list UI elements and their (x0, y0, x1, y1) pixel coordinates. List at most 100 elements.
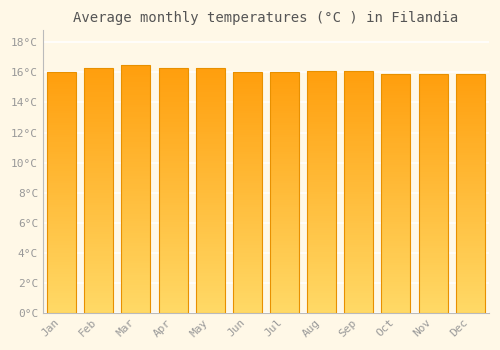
Bar (456, 198, 485, 201)
Bar (196, 127, 224, 129)
Bar (84, 129, 113, 132)
Bar (233, 159, 262, 161)
Bar (307, 146, 336, 148)
Bar (47, 291, 76, 293)
Bar (344, 214, 374, 216)
Bar (456, 172, 485, 174)
Bar (456, 112, 485, 114)
Bar (233, 161, 262, 164)
Bar (382, 191, 410, 193)
Bar (270, 133, 299, 135)
Bar (84, 68, 113, 313)
Bar (233, 130, 262, 133)
Bar (196, 293, 224, 295)
Bar (47, 267, 76, 270)
Bar (344, 255, 374, 257)
Bar (233, 186, 262, 188)
Bar (158, 310, 188, 313)
Bar (456, 96, 485, 98)
Bar (270, 253, 299, 255)
Bar (382, 134, 410, 136)
Bar (418, 146, 448, 148)
Bar (84, 203, 113, 205)
Bar (307, 180, 336, 182)
Bar (382, 291, 410, 294)
Bar (307, 76, 336, 78)
Bar (382, 155, 410, 158)
Bar (233, 217, 262, 219)
Bar (418, 298, 448, 301)
Bar (47, 159, 76, 161)
Bar (270, 207, 299, 209)
Bar (456, 210, 485, 212)
Bar (456, 153, 485, 155)
Bar (158, 129, 188, 132)
Bar (382, 258, 410, 260)
Bar (270, 236, 299, 238)
Bar (122, 102, 150, 105)
Bar (158, 75, 188, 78)
Bar (344, 204, 374, 206)
Bar (122, 298, 150, 300)
Bar (270, 260, 299, 262)
Bar (122, 199, 150, 201)
Bar (418, 105, 448, 107)
Bar (196, 268, 224, 271)
Bar (122, 130, 150, 132)
Bar (84, 198, 113, 200)
Bar (344, 124, 374, 127)
Bar (196, 190, 224, 193)
Bar (158, 230, 188, 232)
Bar (418, 256, 448, 258)
Bar (122, 305, 150, 308)
Bar (122, 156, 150, 159)
Bar (84, 176, 113, 178)
Bar (196, 139, 224, 141)
Bar (270, 204, 299, 207)
Bar (84, 144, 113, 146)
Bar (47, 87, 76, 89)
Bar (344, 103, 374, 105)
Bar (196, 225, 224, 227)
Bar (122, 122, 150, 124)
Bar (196, 212, 224, 215)
Bar (456, 201, 485, 203)
Bar (418, 277, 448, 279)
Bar (196, 230, 224, 232)
Bar (307, 301, 336, 303)
Bar (344, 272, 374, 274)
Bar (382, 112, 410, 114)
Bar (233, 265, 262, 267)
Bar (233, 301, 262, 303)
Bar (47, 113, 76, 116)
Bar (270, 87, 299, 89)
Bar (344, 281, 374, 284)
Bar (344, 303, 374, 306)
Bar (344, 85, 374, 88)
Bar (122, 243, 150, 246)
Bar (344, 291, 374, 293)
Title: Average monthly temperatures (°C ) in Filandia: Average monthly temperatures (°C ) in Fi… (74, 11, 458, 25)
Bar (233, 238, 262, 240)
Bar (382, 131, 410, 134)
Bar (196, 251, 224, 254)
Bar (382, 196, 410, 198)
Bar (418, 164, 448, 167)
Bar (47, 214, 76, 217)
Bar (456, 189, 485, 191)
Bar (270, 281, 299, 284)
Bar (307, 221, 336, 223)
Bar (344, 284, 374, 286)
Bar (196, 136, 224, 139)
Bar (418, 103, 448, 105)
Bar (84, 234, 113, 237)
Bar (122, 164, 150, 167)
Bar (233, 94, 262, 97)
Bar (233, 108, 262, 111)
Bar (122, 162, 150, 164)
Bar (233, 310, 262, 313)
Bar (456, 86, 485, 88)
Bar (233, 113, 262, 116)
Bar (270, 145, 299, 147)
Bar (307, 98, 336, 100)
